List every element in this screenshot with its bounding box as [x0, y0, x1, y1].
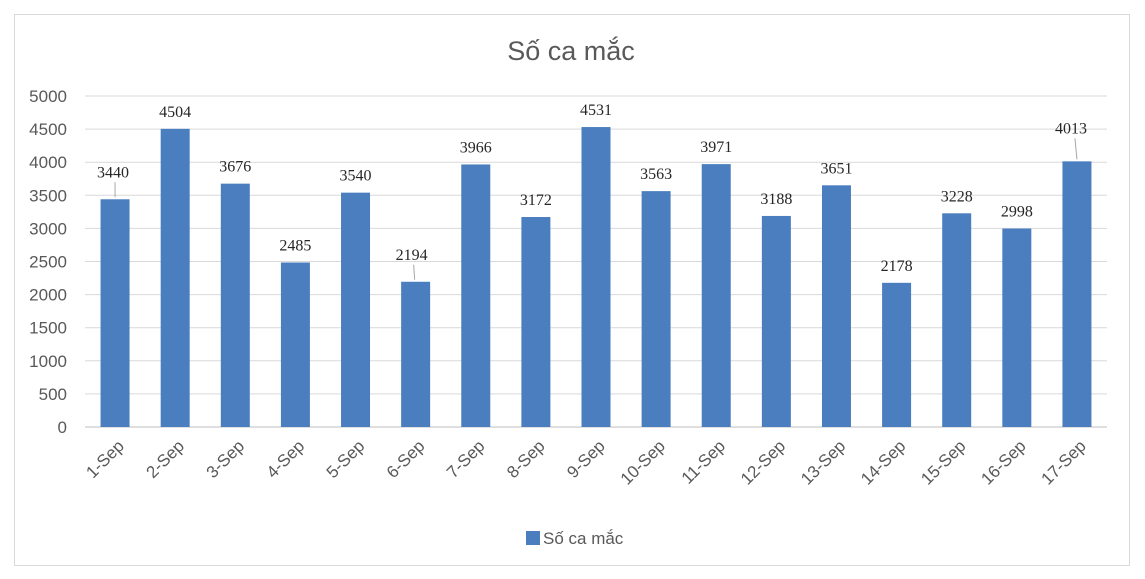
data-label: 3540	[340, 168, 372, 185]
data-labels: 3440 4504 3676 2485 3540 2194 3966 3172 4531 3563…	[97, 102, 1087, 280]
bar	[581, 127, 611, 428]
x-tick-label: 5-Sep	[323, 436, 369, 482]
data-label: 3971	[700, 139, 732, 156]
bar	[341, 192, 371, 427]
bar	[701, 164, 731, 427]
data-label: 2194	[396, 247, 428, 264]
bar	[641, 191, 671, 427]
x-tick-label: 14-Sep	[857, 436, 909, 488]
data-label: 3172	[520, 192, 552, 209]
data-label: 3563	[640, 166, 672, 183]
chart-title: Số ca mắc	[507, 35, 635, 66]
x-tick-label: 9-Sep	[563, 436, 609, 482]
legend: Số ca mắc	[526, 529, 624, 548]
x-tick-label: 6-Sep	[383, 436, 429, 482]
y-tick-label: 500	[39, 385, 67, 404]
x-tick-label: 7-Sep	[443, 436, 489, 482]
x-tick-label: 11-Sep	[678, 436, 729, 487]
bar	[761, 215, 791, 427]
y-tick-label: 5000	[29, 87, 67, 106]
data-label: 3966	[460, 139, 492, 156]
legend-label: Số ca mắc	[543, 529, 624, 548]
x-tick-label: 2-Sep	[142, 436, 188, 482]
y-tick-label: 2500	[29, 253, 67, 272]
x-tick-label: 15-Sep	[917, 436, 969, 488]
leader-line	[1074, 138, 1078, 160]
y-tick-label: 3500	[29, 186, 67, 205]
x-tick-label: 1-Sep	[82, 436, 128, 482]
data-label: 2178	[881, 258, 913, 275]
x-tick-label: 17-Sep	[1038, 436, 1090, 488]
x-tick-label: 13-Sep	[797, 436, 849, 488]
y-tick-label: 1000	[29, 352, 67, 371]
data-label: 3188	[760, 191, 792, 208]
data-label: 2998	[1001, 204, 1033, 221]
data-label: 3440	[97, 164, 129, 181]
bar	[280, 262, 310, 427]
data-label: 3651	[820, 160, 852, 177]
bar	[1062, 161, 1092, 427]
data-label: 4013	[1055, 120, 1087, 137]
y-axis-ticks: 0 500 1000 1500 2000 2500 3000 3500 4000 4500 5000	[29, 87, 67, 437]
bar	[942, 213, 972, 427]
x-axis-ticks: 1-Sep 2-Sep 3-Sep 4-Sep 5-Sep 6-Sep 7-Sep 8-Sep…	[82, 436, 1089, 488]
data-label: 4504	[159, 104, 191, 121]
bar	[461, 164, 491, 427]
bar	[100, 199, 130, 427]
bars	[100, 127, 1092, 428]
bar-chart: Số ca mắc 0 500 1000 1500 2000 2500 3000 3500 40…	[29, 35, 1107, 548]
data-label: 2485	[279, 237, 311, 254]
bar	[1002, 228, 1032, 427]
y-tick-label: 4000	[29, 153, 67, 172]
x-tick-label: 8-Sep	[503, 436, 549, 482]
leader-line	[413, 264, 416, 280]
bar	[401, 281, 431, 427]
y-tick-label: 3000	[29, 219, 67, 238]
y-tick-label: 0	[58, 418, 67, 437]
chart-container: Số ca mắc 0 500 1000 1500 2000 2500 3000 3500 40…	[14, 14, 1130, 566]
bar	[160, 128, 190, 427]
bar	[521, 217, 551, 427]
y-tick-label: 2000	[29, 286, 67, 305]
x-tick-label: 3-Sep	[203, 436, 249, 482]
x-tick-label: 4-Sep	[263, 436, 309, 482]
y-tick-label: 4500	[29, 120, 67, 139]
bar	[882, 282, 912, 427]
data-label: 3228	[941, 188, 973, 205]
bar	[220, 183, 250, 427]
data-label: 4531	[580, 102, 612, 119]
x-tick-label: 16-Sep	[977, 436, 1029, 488]
bar	[821, 185, 851, 427]
data-label: 3676	[219, 159, 251, 176]
x-tick-label: 10-Sep	[617, 436, 669, 488]
legend-swatch	[526, 531, 540, 545]
y-tick-label: 1500	[29, 319, 67, 338]
x-tick-label: 12-Sep	[737, 436, 789, 488]
